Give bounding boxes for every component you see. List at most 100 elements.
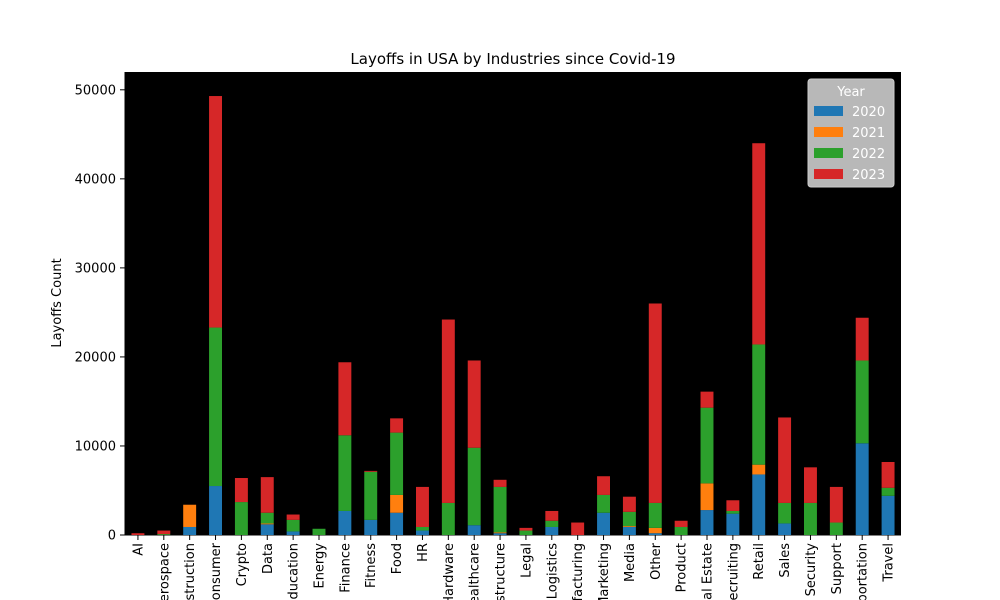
bar-2021 [493,532,507,534]
x-tick-label: Other [649,542,664,580]
x-tick-label: Travel [882,543,897,583]
bar-2023 [234,478,248,503]
bar-2020 [493,533,507,535]
bar-2022 [752,344,766,465]
bar-2023 [597,476,610,495]
bar-2023 [493,479,507,487]
x-axis: AI Aerospace Construction Consumer Crypto Dat… [125,534,901,600]
y-axis-label: Layoffs Count [50,258,65,347]
bar-2020 [286,531,300,535]
x-tick-label: Marketing [597,543,612,600]
bar-2023 [700,391,714,408]
y-axis: 0 10000 20000 30000 40000 50000 [75,72,126,544]
bar-2023 [829,486,843,523]
y-tick-label: 50000 [75,83,116,98]
bar-2023 [648,303,662,503]
bar-2021 [260,523,274,525]
bar-2020 [648,533,662,535]
x-tick-label: Infrastructure [494,543,509,600]
y-tick-label: 10000 [75,439,116,454]
bar-2023 [338,362,352,436]
bar-2020 [778,523,792,535]
bar-2023 [674,520,688,527]
bar-2020 [364,519,378,535]
legend-swatch-2020 [814,106,843,116]
legend-entry-2020: 2020 [852,105,885,120]
bar-2020 [545,526,559,535]
x-tick-label: AI [131,543,146,556]
x-tick-label: Energy [313,543,328,589]
bar-2022 [286,519,300,532]
bar-2022 [416,526,429,531]
bars [131,96,895,535]
bar-2022 [829,522,843,535]
bar-2023 [545,510,559,521]
legend-entry-2022: 2022 [852,147,885,162]
x-tick-label: Transportation [856,543,871,600]
bar-2020 [416,530,429,535]
bar-2023 [855,317,869,361]
x-tick-label: Data [261,543,276,574]
bar-2023 [260,477,274,513]
bar-2023 [571,522,585,535]
bar-2023 [778,417,792,503]
bar-2022 [234,502,248,535]
legend-title: Year [836,85,865,100]
x-tick-label: Logistics [545,543,560,599]
bar-2023 [881,461,895,488]
bar-2023 [804,467,817,503]
bar-2021 [700,483,714,511]
bar-2022 [312,528,326,535]
bar-2022 [855,360,869,444]
bar-2021 [622,526,636,527]
chart-title: Layoffs in USA by Industries since Covid… [350,50,675,68]
x-tick-label: Fitness [364,543,379,588]
bar-2021 [648,527,662,534]
x-tick-label: Construction [183,543,198,600]
bar-2020 [752,474,766,535]
x-tick-label: Media [623,543,638,582]
bar-2022 [700,407,714,484]
y-tick-label: 20000 [75,350,116,365]
x-tick-label: Security [804,543,819,597]
bar-2021 [183,504,197,527]
bar-2020 [467,525,481,535]
bar-2022 [881,487,895,496]
bar-2023 [622,496,636,512]
bar-2022 [209,327,222,487]
bar-2020 [881,495,895,535]
bar-2020 [855,443,869,535]
bar-2023 [286,514,300,520]
bar-2020 [209,486,222,535]
bar-2022 [493,486,507,533]
x-tick-label: Hardware [442,543,457,600]
bar-2022 [674,526,688,535]
bar-2022 [467,447,481,526]
bar-2022 [726,510,740,514]
bar-2022 [157,534,171,535]
x-tick-label: Aerospace [157,543,172,600]
bar-2021 [752,464,766,475]
bar-2020 [597,512,610,535]
x-tick-label: Legal [519,543,534,578]
x-tick-label: Healthcare [468,543,483,600]
x-tick-label: Food [390,543,405,574]
x-tick-label: Education [287,543,302,600]
legend-swatch-2022 [814,148,843,158]
bar-2023 [209,96,222,328]
legend-entry-2023: 2023 [852,168,885,183]
legend-swatch-2023 [814,169,843,179]
bar-2023 [157,530,171,535]
bar-2023 [131,533,145,535]
plot-area [125,72,901,535]
bar-2021 [390,494,404,513]
bar-2023 [726,500,740,511]
bar-2022 [364,471,378,520]
bar-2022 [597,494,610,513]
legend-swatch-2021 [814,127,843,137]
bar-2023 [390,418,404,433]
legend-entry-2021: 2021 [852,126,885,141]
bar-2022 [441,502,455,535]
bar-2022 [804,502,817,535]
